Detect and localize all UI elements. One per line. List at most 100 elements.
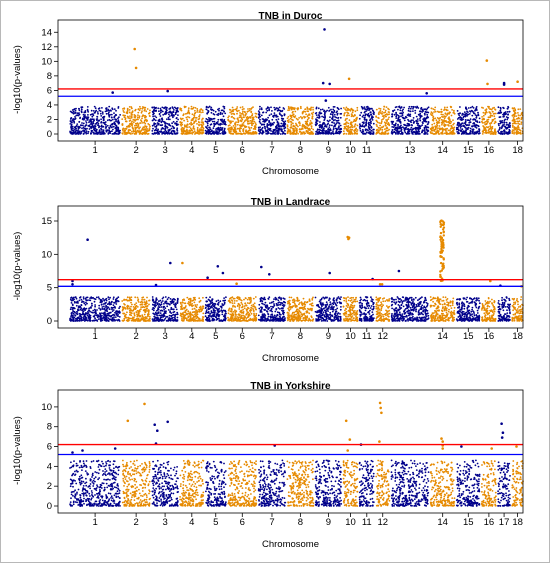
snp-point [461,122,464,125]
snp-point [155,127,158,129]
snp-point [492,113,495,115]
snp-point [83,316,85,318]
snp-point [289,126,292,129]
snp-point [501,130,503,133]
snp-point [315,106,318,109]
snp-point [261,123,263,126]
snp-point [117,318,120,321]
snp-point [165,319,168,322]
snp-point [448,118,451,121]
snp-point [183,307,186,310]
snp-point [440,108,443,111]
snp-point [78,109,81,112]
snp-point [95,314,98,317]
snp-point [351,111,354,114]
snp-point [85,120,87,122]
snp-point [101,113,104,115]
snp-point [238,109,240,112]
snp-point [386,132,389,135]
snp-point [223,127,226,130]
snp-point [162,306,165,309]
snp-point [219,132,222,135]
snp-point [343,127,346,130]
snp-point [308,124,311,126]
snp-point [391,126,394,128]
snp-point [127,319,129,322]
snp-point [76,131,79,133]
snp-point [117,315,120,317]
snp-point [73,108,75,111]
snp-point [70,314,73,316]
snp-point [252,118,255,121]
snp-point [99,298,102,301]
snp-point [304,108,306,111]
snp-point [325,132,328,134]
snp-point [506,111,509,113]
snp-point [132,118,135,121]
snp-point [170,302,173,305]
snp-point [148,112,150,115]
snp-point [168,132,171,135]
snp-point [141,315,144,318]
snp-point [228,108,231,111]
snp-point [293,128,295,131]
snp-point [497,106,500,109]
snp-point [519,131,522,134]
snp-point [69,118,72,120]
snp-point [455,128,458,131]
snp-point [418,114,421,116]
snp-point [502,113,504,116]
snp-point [511,119,514,122]
snp-point [74,133,77,135]
snp-point [437,127,439,130]
snp-point [142,317,145,320]
snp-point [148,303,150,306]
snp-point [473,133,476,135]
snp-point [161,110,164,113]
snp-point [143,126,146,129]
snp-point [149,317,151,320]
snp-point [458,114,461,117]
snp-point [129,132,132,135]
snp-point [141,133,144,135]
snp-point [501,132,504,135]
snp-point [69,120,72,122]
snp-point [154,115,156,117]
snp-point [76,123,79,125]
snp-point [489,133,492,135]
snp-point [516,117,519,120]
y-tick-label: 12 [41,42,52,53]
snp-point [174,304,177,306]
snp-point [239,130,242,133]
snp-point [111,126,114,128]
snp-point [464,119,467,121]
snp-point [277,118,280,120]
snp-point [186,120,189,123]
snp-point [74,296,77,298]
snp-point [112,133,115,135]
snp-point [337,128,339,130]
snp-point [194,311,197,313]
snp-point [112,128,114,131]
snp-point [319,108,322,111]
snp-point [463,122,465,125]
snp-point [132,306,135,308]
snp-point [172,316,174,319]
snp-point [149,109,151,112]
snp-point [445,115,447,118]
snp-point [183,299,186,301]
snp-point [213,120,216,123]
snp-point [86,296,89,299]
snp-point [153,123,156,126]
snp-point [278,106,281,109]
snp-point [187,298,190,301]
snp-point [129,314,131,316]
snp-point [242,114,245,116]
snp-point [101,116,104,119]
snp-point [149,320,151,322]
snp-point [507,113,509,116]
snp-point [158,118,161,121]
snp-point [370,113,372,116]
snp-point [349,133,352,135]
snp-point [161,319,164,322]
